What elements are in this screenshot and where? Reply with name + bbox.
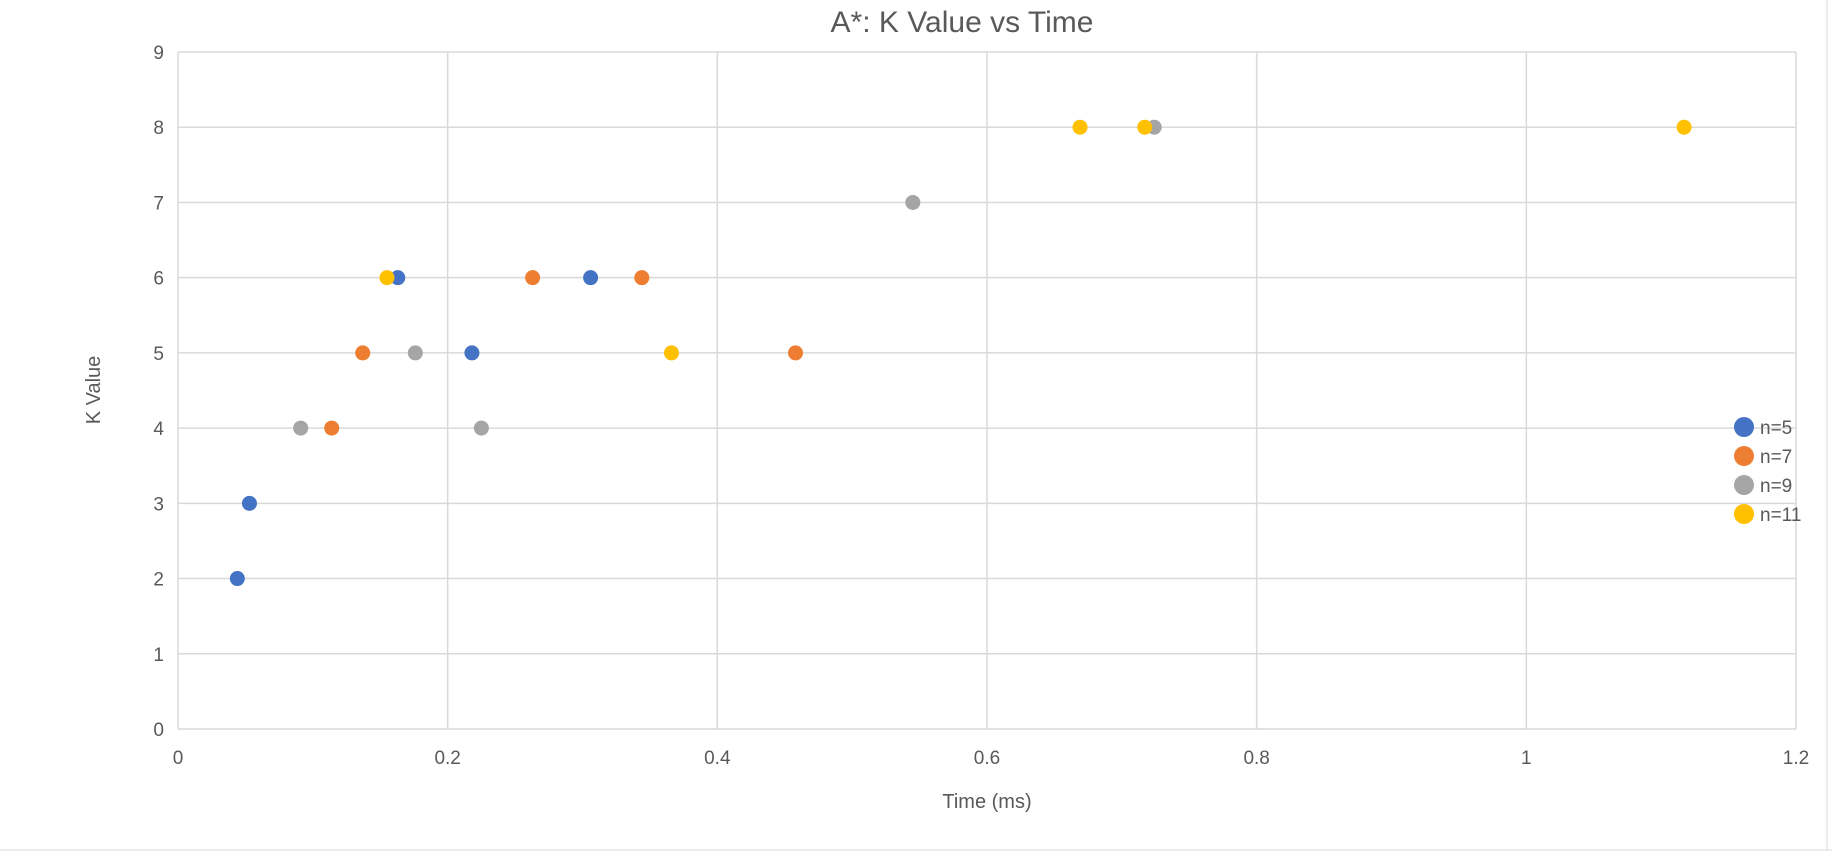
data-point-n=5 [241, 495, 257, 511]
y-tick-label: 6 [153, 269, 164, 290]
data-point-n=9 [407, 345, 423, 361]
data-point-n=5 [464, 345, 480, 361]
data-point-n=5 [390, 270, 406, 286]
y-tick-label: 1 [153, 645, 164, 666]
x-tick-labels: 0 0.2 0.4 0.6 0.8 1 1.2 [173, 748, 1810, 769]
x-axis-title: Time (ms) [942, 791, 1031, 813]
legend-marker [1734, 446, 1754, 466]
legend: n=5 n=7 n=9 n=11 [1734, 417, 1801, 526]
y-tick-label: 7 [153, 193, 164, 214]
y-tick-label: 4 [153, 419, 164, 440]
data-point-n=7 [788, 345, 804, 361]
data-point-n=11 [1137, 119, 1153, 135]
x-tick-label: 1 [1521, 748, 1532, 769]
y-tick-label: 9 [153, 43, 164, 64]
data-point-n=7 [634, 270, 650, 286]
chart-title: A*: K Value vs Time [831, 6, 1094, 39]
data-point-n=5 [229, 571, 245, 587]
x-tick-label: 0 [173, 748, 184, 769]
legend-label: n=9 [1760, 476, 1792, 497]
data-point-n=9 [473, 420, 489, 436]
data-point-n=11 [663, 345, 679, 361]
y-tick-label: 8 [153, 118, 164, 139]
y-tick-label: 3 [153, 494, 164, 515]
gridlines [177, 51, 1797, 730]
x-tick-label: 1.2 [1783, 748, 1809, 769]
y-tick-labels: 0 1 2 3 4 5 6 7 8 9 [153, 43, 164, 741]
y-tick-label: 0 [153, 720, 164, 741]
legend-label: n=11 [1760, 505, 1801, 526]
data-point-n=9 [905, 194, 921, 210]
legend-label: n=7 [1760, 447, 1792, 468]
legend-marker [1734, 504, 1754, 524]
y-axis-title: K Value [83, 356, 105, 425]
x-tick-label: 0.4 [704, 748, 731, 769]
x-tick-label: 0.2 [434, 748, 460, 769]
data-point-n=11 [379, 270, 395, 286]
data-point-n=7 [525, 270, 541, 286]
y-tick-label: 2 [153, 570, 164, 591]
data-point-n=7 [355, 345, 371, 361]
data-point-n=9 [293, 420, 309, 436]
legend-label: n=5 [1760, 418, 1792, 439]
legend-marker [1734, 475, 1754, 495]
data-point-n=11 [1676, 119, 1692, 135]
x-tick-label: 0.8 [1243, 748, 1269, 769]
data-points [229, 119, 1692, 587]
legend-marker [1734, 417, 1754, 437]
x-tick-label: 0.6 [974, 748, 1000, 769]
data-point-n=11 [1072, 119, 1088, 135]
y-tick-label: 5 [153, 344, 164, 365]
data-point-n=7 [324, 420, 340, 436]
data-point-n=5 [583, 270, 599, 286]
